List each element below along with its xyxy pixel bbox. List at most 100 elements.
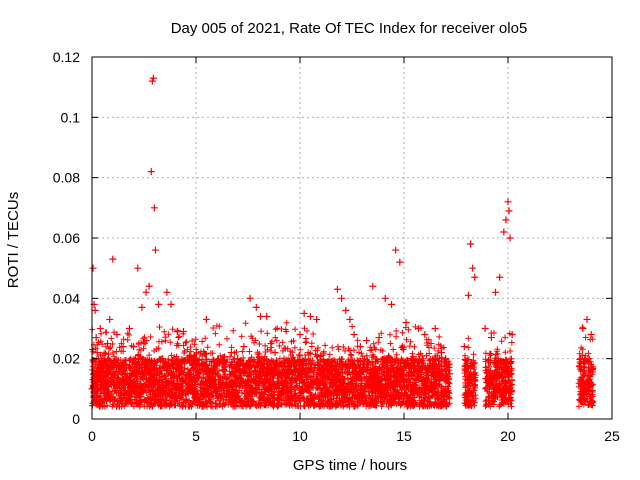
x-tick-label: 20: [500, 428, 516, 444]
data-point: [496, 273, 504, 281]
y-axis-label: ROTI / TECUs: [5, 192, 22, 288]
data-point: [119, 343, 127, 351]
data-point: [381, 294, 389, 302]
data-point: [130, 343, 138, 351]
data-point: [500, 228, 508, 236]
x-axis-ticks: 0 5 10 15 20 25: [88, 57, 620, 444]
data-point: [577, 355, 585, 363]
data-point: [508, 331, 516, 339]
data-point: [91, 306, 99, 314]
data-point: [317, 352, 325, 360]
data-point: [192, 355, 200, 363]
dense-marks: [89, 319, 597, 410]
data-point: [579, 325, 587, 332]
data-point: [313, 315, 321, 323]
data-point: [481, 325, 489, 332]
data-point: [215, 376, 223, 384]
data-point: [421, 331, 429, 339]
data-point: [202, 315, 210, 323]
data-point: [471, 273, 479, 281]
data-point: [300, 309, 308, 317]
data-point: [263, 312, 271, 320]
data-point: [415, 325, 423, 332]
y-tick-label: 0.06: [53, 230, 80, 246]
data-point: [92, 334, 100, 342]
data-point: [505, 207, 513, 215]
data-point: [464, 291, 472, 299]
y-tick-label: 0.1: [61, 109, 81, 125]
data-point: [240, 343, 248, 351]
data-point: [138, 303, 146, 311]
data-point: [106, 315, 114, 323]
data-point: [487, 334, 495, 342]
data-point: [186, 352, 194, 360]
data-point: [93, 349, 101, 357]
data-point: [163, 288, 171, 296]
x-tick-label: 10: [292, 428, 308, 444]
data-point: [296, 331, 304, 339]
data-point: [460, 343, 468, 351]
data-point: [408, 355, 416, 363]
x-tick-label: 15: [396, 428, 412, 444]
y-tick-label: 0.12: [53, 49, 80, 65]
data-point: [583, 315, 591, 323]
y-tick-label: 0.02: [53, 351, 80, 367]
data-point: [492, 288, 500, 296]
data-point: [145, 282, 153, 290]
x-tick-label: 0: [88, 428, 96, 444]
data-point: [271, 349, 279, 357]
data-point: [369, 282, 377, 290]
data-point: [134, 264, 142, 272]
data-point: [104, 340, 112, 348]
data-point: [327, 358, 335, 366]
data-point: [89, 264, 97, 272]
data-point: [167, 300, 175, 308]
data-point: [246, 294, 254, 302]
data-point: [227, 349, 235, 357]
data-point: [279, 370, 287, 378]
y-axis-ticks: 0 0.02 0.04 0.06 0.08 0.1 0.12: [53, 49, 612, 427]
data-point: [125, 325, 133, 332]
data-point: [333, 285, 341, 293]
data-point: [469, 264, 477, 272]
data-point: [396, 258, 404, 266]
data-point: [306, 312, 314, 320]
data-point: [338, 294, 346, 302]
chart-title: Day 005 of 2021, Rate Of TEC Index for r…: [171, 20, 528, 37]
data-point: [147, 168, 155, 176]
data-point: [427, 340, 435, 348]
data-point: [504, 198, 512, 206]
data-point: [446, 370, 454, 378]
data-point: [506, 234, 514, 242]
data-point: [109, 255, 117, 263]
data-point: [252, 303, 260, 311]
data-point: [402, 318, 410, 326]
data-point: [148, 77, 156, 85]
data-point: [256, 312, 264, 320]
dense-data-band: [89, 319, 597, 410]
data-point: [388, 300, 396, 308]
data-point: [375, 334, 383, 342]
data-point: [150, 204, 158, 212]
data-point: [288, 379, 296, 387]
data-point: [234, 355, 242, 363]
data-point: [113, 331, 121, 339]
y-tick-label: 0.04: [53, 290, 80, 306]
data-point: [502, 216, 510, 224]
data-point: [155, 300, 163, 308]
data-point: [392, 246, 400, 254]
data-point: [221, 361, 229, 369]
data-point: [149, 74, 157, 82]
data-point: [180, 328, 188, 336]
data-point: [437, 349, 445, 357]
data-point: [96, 325, 104, 332]
data-point: [99, 361, 107, 369]
data-point: [209, 370, 217, 378]
y-tick-label: 0.08: [53, 170, 80, 186]
data-point: [346, 315, 354, 323]
data-point: [431, 325, 439, 332]
data-point: [198, 361, 206, 369]
data-point: [587, 331, 595, 339]
data-point: [442, 355, 450, 363]
